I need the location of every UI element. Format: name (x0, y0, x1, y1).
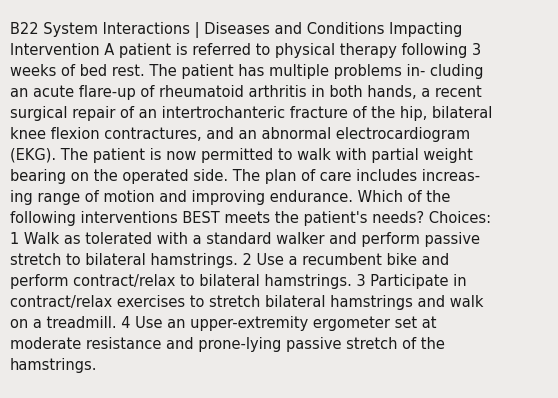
Text: B22 System Interactions | Diseases and Conditions Impacting: B22 System Interactions | Diseases and C… (10, 22, 463, 38)
Text: following interventions BEST meets the patient's needs? Choices:: following interventions BEST meets the p… (10, 211, 491, 226)
Text: an acute flare-up of rheumatoid arthritis in both hands, a recent: an acute flare-up of rheumatoid arthriti… (10, 85, 482, 100)
Text: knee flexion contractures, and an abnormal electrocardiogram: knee flexion contractures, and an abnorm… (10, 127, 470, 142)
Text: 1 Walk as tolerated with a standard walker and perform passive: 1 Walk as tolerated with a standard walk… (10, 232, 480, 247)
Text: weeks of bed rest. The patient has multiple problems in- cluding: weeks of bed rest. The patient has multi… (10, 64, 483, 79)
Text: surgical repair of an intertrochanteric fracture of the hip, bilateral: surgical repair of an intertrochanteric … (10, 106, 492, 121)
Text: (EKG). The patient is now permitted to walk with partial weight: (EKG). The patient is now permitted to w… (10, 148, 473, 163)
Text: moderate resistance and prone-lying passive stretch of the: moderate resistance and prone-lying pass… (10, 337, 445, 352)
Text: contract/relax exercises to stretch bilateral hamstrings and walk: contract/relax exercises to stretch bila… (10, 295, 483, 310)
Text: hamstrings.: hamstrings. (10, 358, 98, 373)
Text: ing range of motion and improving endurance. Which of the: ing range of motion and improving endura… (10, 190, 450, 205)
Text: stretch to bilateral hamstrings. 2 Use a recumbent bike and: stretch to bilateral hamstrings. 2 Use a… (10, 253, 449, 268)
Text: on a treadmill. 4 Use an upper-extremity ergometer set at: on a treadmill. 4 Use an upper-extremity… (10, 316, 436, 331)
Text: Intervention A patient is referred to physical therapy following 3: Intervention A patient is referred to ph… (10, 43, 481, 58)
Text: bearing on the operated side. The plan of care includes increas-: bearing on the operated side. The plan o… (10, 169, 480, 184)
Text: perform contract/relax to bilateral hamstrings. 3 Participate in: perform contract/relax to bilateral hams… (10, 274, 466, 289)
